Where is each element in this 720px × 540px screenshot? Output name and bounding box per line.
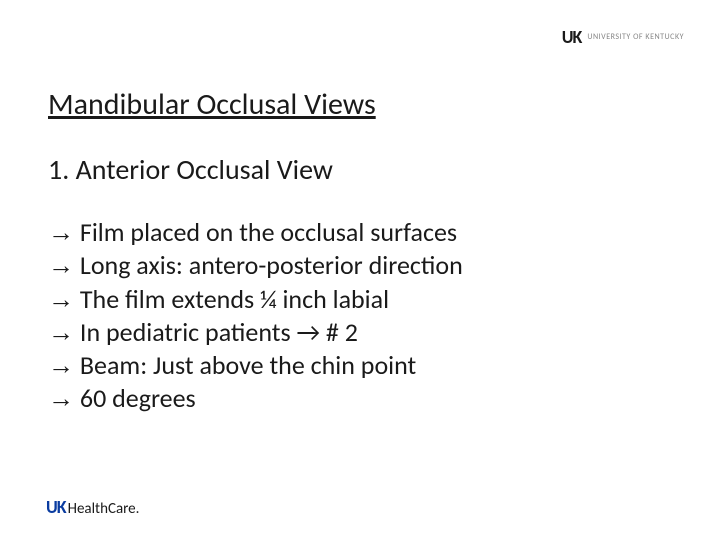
arrow-icon: → (48, 350, 74, 380)
uk-healthcare-text: HealthCare. (68, 500, 140, 518)
uk-logo-mark: UK (562, 26, 582, 48)
bullet-item: → The film extends ¼ inch labial (48, 283, 463, 316)
subheading-text: Anterior Occlusal View (76, 152, 333, 187)
bullet-text: In pediatric patients → # 2 (80, 316, 358, 348)
uk-logo-text: UNIVERSITY OF KENTUCKY (587, 32, 684, 42)
bullet-item: → Beam: Just above the chin point (48, 349, 463, 382)
slide: UK UNIVERSITY OF KENTUCKY Mandibular Occ… (0, 0, 720, 540)
bullet-item: → Film placed on the occlusal surfaces (48, 216, 463, 249)
arrow-icon: → (48, 317, 74, 347)
bullet-text: Beam: Just above the chin point (80, 349, 416, 381)
arrow-icon: → (48, 250, 74, 280)
bullet-text: 60 degrees (80, 382, 196, 414)
bullet-text: Long axis: antero-posterior direction (80, 249, 463, 281)
slide-subheading: 1. Anterior Occlusal View (48, 152, 333, 187)
bullet-text: Film placed on the occlusal surfaces (80, 216, 457, 248)
bullet-item: → 60 degrees (48, 382, 463, 415)
slide-heading: Mandibular Occlusal Views (48, 86, 376, 123)
bullet-item: → In pediatric patients → # 2 (48, 316, 463, 349)
bullet-text: The film extends ¼ inch labial (80, 283, 389, 315)
bullet-item: → Long axis: antero-posterior direction (48, 249, 463, 282)
arrow-icon: → (48, 217, 74, 247)
arrow-icon: → (48, 383, 74, 413)
uk-healthcare-mark: UK (46, 496, 66, 518)
subheading-number: 1. (48, 152, 69, 187)
logo-bottom: UKHealthCare. (46, 496, 139, 518)
arrow-icon: → (48, 284, 74, 314)
bullet-list: → Film placed on the occlusal surfaces →… (48, 216, 463, 416)
logo-top: UK UNIVERSITY OF KENTUCKY (562, 26, 684, 48)
